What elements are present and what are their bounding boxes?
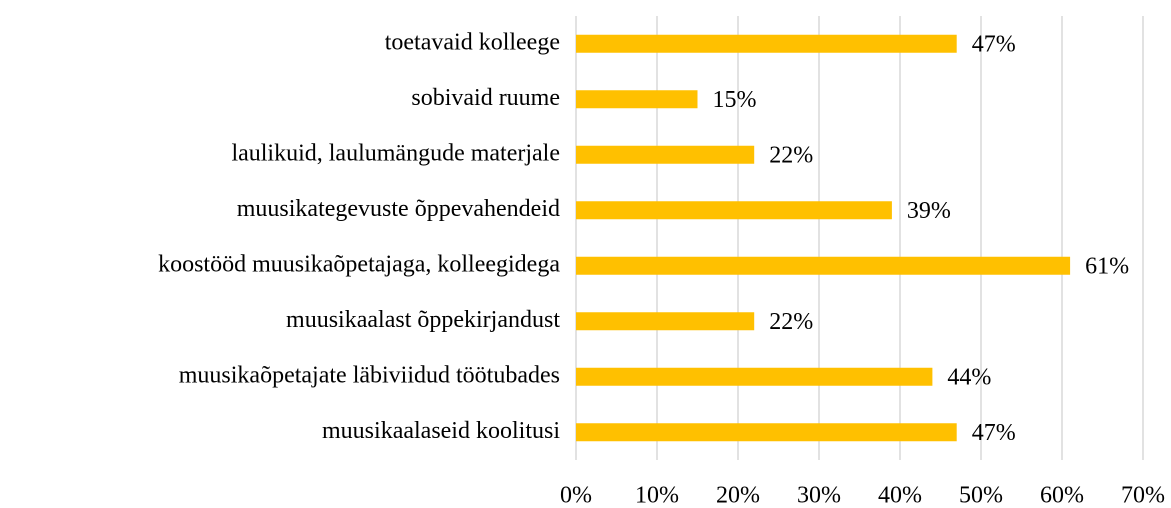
bar bbox=[576, 201, 892, 220]
bar bbox=[576, 423, 957, 442]
x-tick-label: 10% bbox=[635, 483, 679, 508]
y-tick-label: koostööd muusikaõpetajaga, kolleegidega bbox=[158, 251, 560, 277]
value-label: 44% bbox=[947, 364, 991, 390]
x-tick-label: 20% bbox=[716, 483, 760, 508]
bar bbox=[576, 256, 1071, 275]
x-tick-label: 70% bbox=[1121, 483, 1165, 508]
y-tick-label: laulikuid, laulumängude materjale bbox=[231, 140, 560, 166]
x-tick-label: 0% bbox=[560, 483, 592, 508]
value-label: 22% bbox=[769, 309, 813, 335]
bar bbox=[576, 145, 755, 164]
value-label: 15% bbox=[713, 87, 757, 113]
value-label: 22% bbox=[769, 142, 813, 168]
value-label: 47% bbox=[972, 31, 1016, 57]
y-tick-label: muusikaalast õppekirjandust bbox=[286, 307, 560, 333]
value-label: 39% bbox=[907, 198, 951, 224]
x-tick-label: 30% bbox=[797, 483, 841, 508]
bar bbox=[576, 312, 755, 331]
y-tick-label: muusikaõpetajate läbiviidud töötubades bbox=[179, 362, 560, 388]
bar bbox=[576, 34, 957, 53]
bar bbox=[576, 90, 698, 109]
y-tick-label: muusikategevuste õppevahendeid bbox=[237, 196, 560, 222]
y-tick-label: toetavaid kolleege bbox=[385, 29, 560, 55]
bar bbox=[576, 367, 933, 386]
x-tick-label: 60% bbox=[1040, 483, 1084, 508]
y-tick-label: sobivaid ruume bbox=[411, 85, 560, 111]
y-tick-label: muusikaalaseid koolitusi bbox=[322, 418, 560, 444]
value-label: 47% bbox=[972, 420, 1016, 446]
value-label: 61% bbox=[1085, 253, 1129, 279]
x-tick-label: 40% bbox=[878, 483, 922, 508]
x-tick-label: 50% bbox=[959, 483, 1003, 508]
